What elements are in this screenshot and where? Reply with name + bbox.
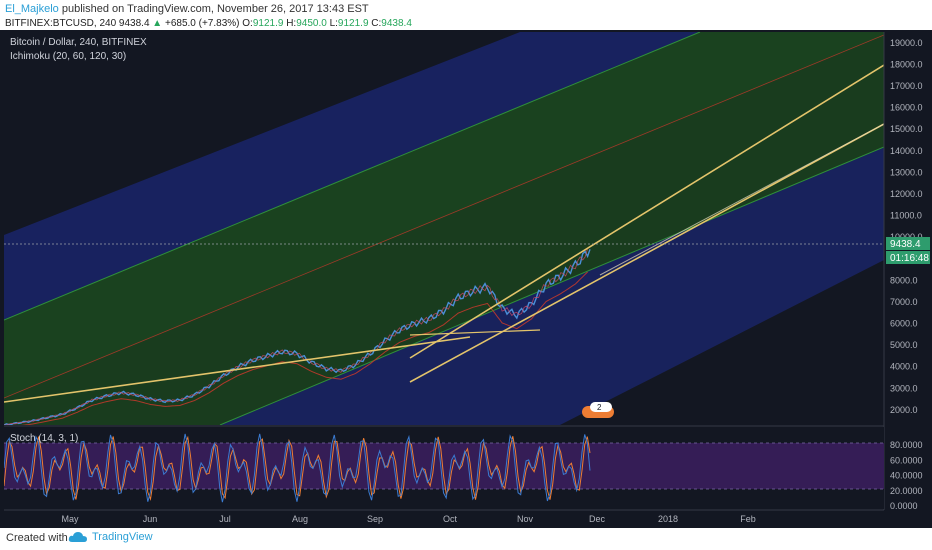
median-line bbox=[4, 34, 884, 399]
low-value: 9121.9 bbox=[337, 18, 369, 29]
stoch-label[interactable]: Stoch (14, 3, 1) bbox=[10, 433, 78, 444]
stoch-d-line bbox=[4, 435, 591, 501]
time-tick-label: Oct bbox=[443, 514, 458, 524]
symbol-line: BITFINEX:BTCUSD, 240 9438.4 ▲ +685.0 (+7… bbox=[5, 18, 412, 29]
price-tick-label: 5000.0 bbox=[890, 340, 918, 350]
band-green-upper bbox=[4, 32, 884, 398]
band-line-2 bbox=[219, 146, 884, 425]
price-badge-text: 9438.4 bbox=[890, 239, 921, 250]
trendline-channel-lower[interactable] bbox=[409, 123, 884, 383]
low-label: L: bbox=[329, 18, 338, 29]
price-chart-svg[interactable]: 2000.0 3000.0 4000.0 5000.0 6000.0 7000.0 8000… bbox=[0, 30, 932, 528]
chart-title: Bitcoin / Dollar, 240, BITFINEX bbox=[10, 37, 147, 48]
alert-count: 2 bbox=[597, 403, 602, 412]
time-tick-label: Sep bbox=[367, 514, 383, 524]
time-axis[interactable] bbox=[0, 510, 932, 528]
stoch-tick-label: 0.0000 bbox=[890, 501, 918, 511]
price-tick-label: 14000.0 bbox=[890, 146, 923, 156]
price-tick-label: 3000.0 bbox=[890, 383, 918, 393]
up-arrow-icon: ▲ bbox=[152, 18, 163, 29]
chart-area[interactable]: 2000.0 3000.0 4000.0 5000.0 6000.0 7000.0 8000… bbox=[0, 30, 932, 528]
created-with-label: Created with bbox=[6, 532, 68, 544]
symbol-name: BITFINEX:BTCUSD, 240 bbox=[5, 18, 117, 29]
band-line-1 bbox=[4, 32, 701, 321]
open-label: O: bbox=[242, 18, 253, 29]
price-tick-label: 19000.0 bbox=[890, 38, 923, 48]
price-line-shadow bbox=[4, 248, 588, 425]
trendline-extension bbox=[599, 123, 884, 276]
time-tick-label: 2018 bbox=[658, 514, 678, 524]
tradingview-brand: TradingView bbox=[92, 531, 153, 543]
pitchfork-bands bbox=[4, 32, 884, 425]
time-tick-label: Dec bbox=[589, 514, 606, 524]
band-green-lower bbox=[4, 35, 884, 425]
time-tick-label: Feb bbox=[740, 514, 756, 524]
price-tick-label: 17000.0 bbox=[890, 81, 923, 91]
stoch-k-line bbox=[4, 433, 591, 503]
stoch-tick-label: 80.0000 bbox=[890, 440, 923, 450]
price-change: +685.0 (+7.83%) bbox=[164, 18, 240, 29]
high-value: 9450.0 bbox=[296, 18, 327, 29]
stoch-tick-label: 60.0000 bbox=[890, 455, 923, 465]
price-tick-label: 6000.0 bbox=[890, 319, 918, 329]
time-tick-label: Nov bbox=[517, 514, 534, 524]
open-value: 9121.9 bbox=[252, 18, 284, 29]
stoch-axis-ticks: 0.0000 20.0000 40.0000 60.0000 80.0000 bbox=[890, 440, 923, 511]
price-tick-label: 7000.0 bbox=[890, 297, 918, 307]
time-tick-label: Jun bbox=[143, 514, 158, 524]
ichimoku-label[interactable]: Ichimoku (20, 60, 120, 30) bbox=[10, 51, 126, 62]
price-tick-label: 18000.0 bbox=[890, 59, 923, 69]
time-tick-label: Jul bbox=[219, 514, 231, 524]
trendline-long[interactable] bbox=[4, 336, 471, 403]
price-tick-label: 15000.0 bbox=[890, 124, 923, 134]
price-axis-ticks: 2000.0 3000.0 4000.0 5000.0 6000.0 7000.0 8000… bbox=[890, 38, 923, 415]
published-text: published on TradingView.com, November 2… bbox=[61, 3, 369, 15]
publish-header: El_Majkelo published on TradingView.com,… bbox=[5, 3, 369, 15]
tradingview-cloud-icon bbox=[68, 532, 87, 542]
price-line bbox=[4, 249, 591, 425]
stoch-tick-label: 40.0000 bbox=[890, 471, 923, 481]
price-tick-label: 16000.0 bbox=[890, 103, 923, 113]
stoch-tick-label: 20.0000 bbox=[890, 486, 923, 496]
last-price: 9438.4 bbox=[118, 18, 150, 29]
time-tick-label: May bbox=[61, 514, 79, 524]
author-link[interactable]: El_Majkelo bbox=[5, 3, 59, 15]
price-tick-label: 4000.0 bbox=[890, 362, 918, 372]
price-tick-label: 2000.0 bbox=[890, 405, 918, 415]
price-tick-label: 11000.0 bbox=[890, 211, 922, 221]
footer: Created with TradingView bbox=[0, 528, 932, 550]
countdown-badge-text: 01:16:48 bbox=[890, 253, 929, 264]
price-tick-label: 13000.0 bbox=[890, 167, 923, 177]
time-tick-label: Aug bbox=[292, 514, 308, 524]
tradingview-logo[interactable]: TradingView bbox=[68, 531, 153, 543]
price-badge bbox=[886, 237, 930, 250]
time-axis-ticks: May Jun Jul Aug Sep Oct Nov Dec 2018 Feb bbox=[61, 514, 755, 524]
high-label: H: bbox=[286, 18, 297, 29]
close-label: C: bbox=[371, 18, 382, 29]
ichimoku-cloud-line bbox=[21, 271, 588, 425]
price-tick-label: 8000.0 bbox=[890, 275, 918, 285]
trendline-base[interactable] bbox=[409, 329, 541, 336]
trendline-channel-upper[interactable] bbox=[409, 64, 884, 359]
alert-count-bubble[interactable] bbox=[590, 402, 612, 412]
price-tick-label: 12000.0 bbox=[890, 189, 923, 199]
close-value: 9438.4 bbox=[381, 18, 412, 29]
countdown-badge bbox=[886, 251, 930, 264]
price-axis[interactable] bbox=[884, 32, 932, 510]
